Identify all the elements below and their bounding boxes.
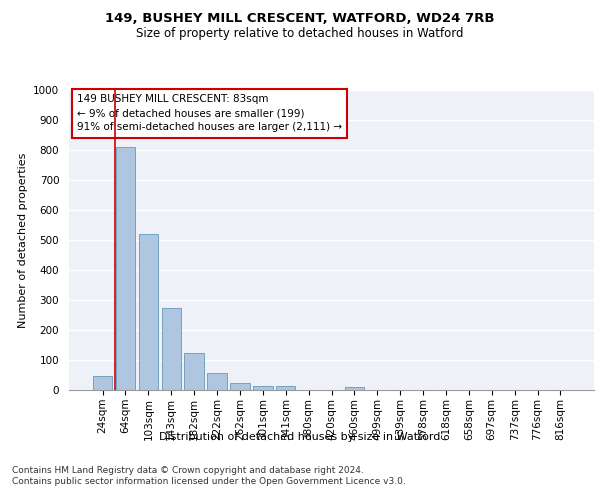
Text: Contains HM Land Registry data © Crown copyright and database right 2024.: Contains HM Land Registry data © Crown c… bbox=[12, 466, 364, 475]
Text: 149 BUSHEY MILL CRESCENT: 83sqm
← 9% of detached houses are smaller (199)
91% of: 149 BUSHEY MILL CRESCENT: 83sqm ← 9% of … bbox=[77, 94, 342, 132]
Text: Distribution of detached houses by size in Watford: Distribution of detached houses by size … bbox=[160, 432, 440, 442]
Bar bbox=[253, 386, 272, 390]
Bar bbox=[276, 386, 295, 390]
Bar bbox=[230, 382, 250, 390]
Bar bbox=[208, 372, 227, 390]
Bar bbox=[344, 387, 364, 390]
Text: Contains public sector information licensed under the Open Government Licence v3: Contains public sector information licen… bbox=[12, 478, 406, 486]
Bar bbox=[139, 234, 158, 390]
Bar bbox=[161, 308, 181, 390]
Bar bbox=[184, 352, 204, 390]
Text: Size of property relative to detached houses in Watford: Size of property relative to detached ho… bbox=[136, 28, 464, 40]
Bar bbox=[93, 376, 112, 390]
Y-axis label: Number of detached properties: Number of detached properties bbox=[17, 152, 28, 328]
Bar bbox=[116, 147, 135, 390]
Text: 149, BUSHEY MILL CRESCENT, WATFORD, WD24 7RB: 149, BUSHEY MILL CRESCENT, WATFORD, WD24… bbox=[105, 12, 495, 26]
